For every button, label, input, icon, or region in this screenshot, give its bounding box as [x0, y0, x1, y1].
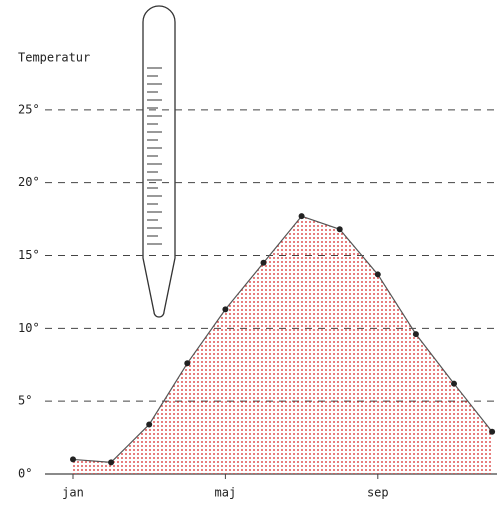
- point: [451, 380, 457, 387]
- y-tick-label: 10°: [18, 321, 40, 335]
- area: [73, 216, 493, 475]
- point: [146, 421, 153, 428]
- x-tick-label: sep: [367, 486, 389, 500]
- point: [412, 331, 419, 338]
- y-tick-label: 0°: [18, 467, 32, 481]
- y-tick-label: 25°: [18, 102, 40, 116]
- point: [336, 226, 343, 233]
- point: [108, 459, 115, 466]
- point: [222, 306, 229, 313]
- x-tick-label: maj: [215, 486, 237, 500]
- y-tick-label: 15°: [18, 248, 40, 262]
- thermometer: [142, 5, 176, 318]
- y-tick-label: 20°: [18, 175, 40, 189]
- point: [260, 259, 267, 266]
- y-tick-label: 5°: [18, 394, 32, 408]
- line: [72, 215, 493, 463]
- chart-title: Temperatur: [18, 51, 90, 65]
- point: [489, 428, 496, 435]
- point: [374, 271, 381, 278]
- point: [70, 456, 76, 463]
- x-tick-label: jan: [62, 486, 84, 500]
- point: [184, 360, 191, 367]
- point: [298, 213, 305, 220]
